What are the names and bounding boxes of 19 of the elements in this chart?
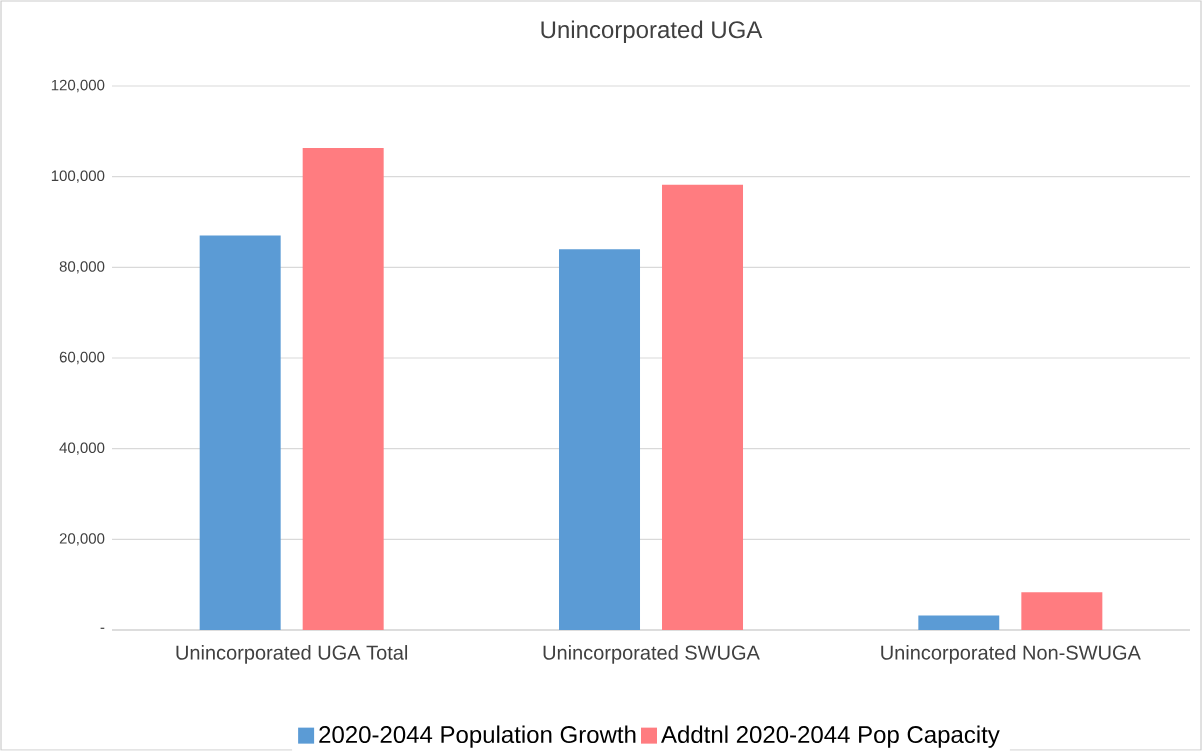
y-tick-label: 100,000 <box>51 170 105 183</box>
y-tick-label: 40,000 <box>59 442 105 455</box>
y-tick-label: 60,000 <box>59 351 105 365</box>
y-tick-label: 20,000 <box>59 533 105 546</box>
bar <box>1021 592 1103 631</box>
bar <box>199 235 281 631</box>
legend-label: 2020-2044 Population Growth <box>319 725 636 748</box>
x-tick-label: Unincorporated SWUGA <box>543 645 760 664</box>
y-tick-label: - <box>100 627 105 629</box>
bar <box>662 184 744 631</box>
bar <box>918 615 1000 631</box>
chart-title: Unincorporated UGA <box>541 20 763 44</box>
y-tick-label: 80,000 <box>59 261 105 274</box>
x-tick-label: Unincorporated Non-SWUGA <box>881 645 1141 664</box>
y-tick-label: 120,000 <box>51 79 105 93</box>
legend-label: Addtnl 2020-2044 Pop Capacity <box>661 725 1000 748</box>
x-tick-label: Unincorporated UGA Total <box>176 645 408 664</box>
bar <box>302 148 384 631</box>
bar <box>559 249 641 631</box>
